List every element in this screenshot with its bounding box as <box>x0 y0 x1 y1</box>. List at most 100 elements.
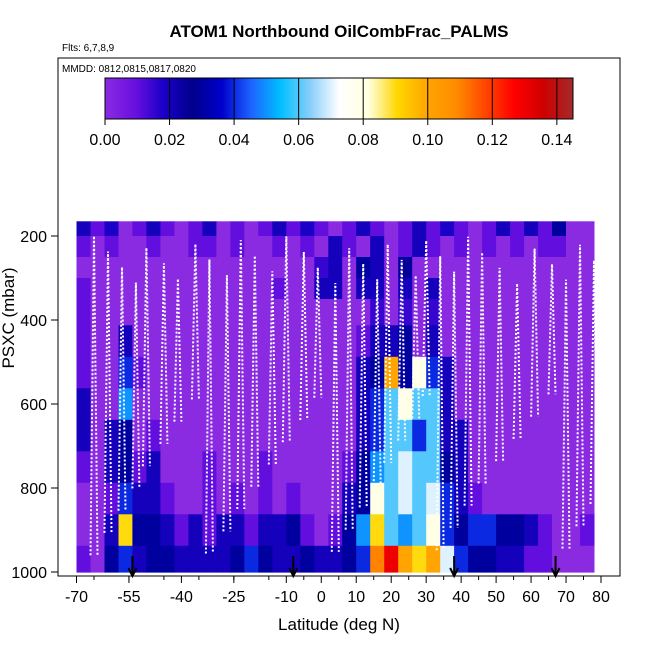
heatmap-cell <box>286 221 301 237</box>
heatmap-cell <box>146 278 161 300</box>
heatmap-cell <box>216 325 231 358</box>
heatmap-cell <box>174 451 189 484</box>
heatmap-cell <box>384 482 399 515</box>
heatmap-cell <box>300 278 315 300</box>
heatmap-cell <box>300 221 315 237</box>
colorbar-tick-label: 0.14 <box>541 132 572 149</box>
chart-title: ATOM1 Northbound OilCombFrac_PALMS <box>169 22 508 41</box>
heatmap-cell <box>510 257 525 279</box>
heatmap-cell <box>342 221 357 237</box>
heatmap-cell <box>104 236 119 258</box>
heatmap-cell <box>482 325 497 358</box>
heatmap-cell <box>398 257 413 279</box>
heatmap-cell <box>328 388 343 421</box>
heatmap-cell <box>426 388 441 421</box>
heatmap-cell <box>272 236 287 258</box>
heatmap-cell <box>300 325 315 358</box>
heatmap-cell <box>76 257 91 279</box>
heatmap-cell <box>342 325 357 358</box>
heatmap-cell <box>230 514 245 547</box>
heatmap-cell <box>90 388 105 421</box>
heatmap-cell <box>76 482 91 515</box>
heatmap-cell <box>146 325 161 358</box>
heatmap-cell <box>160 388 175 421</box>
heatmap-cell <box>202 482 217 515</box>
heatmap-cell <box>118 356 133 389</box>
heatmap-cell <box>426 221 441 237</box>
heatmap-cell <box>524 257 539 279</box>
heatmap-cell <box>440 388 455 421</box>
heatmap-cell <box>454 514 469 547</box>
heatmap-cell <box>426 236 441 258</box>
flight-track <box>313 267 323 398</box>
heatmap-cell <box>524 482 539 515</box>
heatmap-cell <box>398 514 413 547</box>
flight-track <box>344 248 354 530</box>
heatmap-cell <box>426 299 441 326</box>
heatmap-cell <box>202 221 217 237</box>
heatmap-cell <box>538 514 553 547</box>
heatmap-cell <box>300 482 315 515</box>
heatmap-cell <box>328 356 343 389</box>
heatmap-cell <box>398 299 413 326</box>
heatmap-cell <box>272 482 287 515</box>
heatmap-cell <box>286 514 301 547</box>
heatmap-cell <box>76 221 91 237</box>
heatmap-cell <box>90 419 105 452</box>
flight-track <box>372 279 382 486</box>
heatmap-cell <box>202 545 217 573</box>
heatmap-cell <box>188 221 203 237</box>
heatmap-cell <box>230 236 245 258</box>
heatmap-cell <box>426 482 441 515</box>
heatmap-cell <box>286 419 301 452</box>
colorbar-tick-label: 0.12 <box>477 132 508 149</box>
heatmap-cell <box>244 278 259 300</box>
heatmap-cell <box>566 514 581 547</box>
x-tick-label: -25 <box>222 589 245 606</box>
heatmap-cell <box>356 451 371 484</box>
heatmap-cell <box>188 451 203 484</box>
heatmap-cell <box>76 451 91 484</box>
heatmap-cell <box>328 451 343 484</box>
heatmap-cell <box>566 451 581 484</box>
heatmap-cell <box>454 278 469 300</box>
heatmap-cell <box>230 257 245 279</box>
heatmap-cell <box>440 299 455 326</box>
heatmap-cell <box>524 451 539 484</box>
heatmap-cell <box>342 545 357 573</box>
heatmap-cell <box>538 482 553 515</box>
y-tick-label: 800 <box>20 481 47 498</box>
heatmap-cell <box>258 545 273 573</box>
heatmap-cell <box>90 257 105 279</box>
flight-track <box>117 267 127 511</box>
heatmap-cell <box>370 545 385 573</box>
heatmap-cell <box>146 236 161 258</box>
heatmap-cell <box>524 356 539 389</box>
heatmap-cell <box>314 482 329 515</box>
heatmap-cell <box>454 356 469 389</box>
heatmap-cell <box>384 325 399 358</box>
heatmap-cell <box>104 257 119 279</box>
heatmap-cell <box>76 299 91 326</box>
heatmap-cell <box>328 236 343 258</box>
heatmap-cell <box>566 356 581 389</box>
heatmap-cell <box>580 221 595 237</box>
heatmap-cell <box>258 236 273 258</box>
heatmap-cell <box>440 221 455 237</box>
heatmap-cell <box>510 388 525 421</box>
heatmap-cell <box>272 221 287 237</box>
heatmap-cell <box>314 514 329 547</box>
x-axis: -70 -55 -40 -25 -10 0 10 20 30 40 50 60 70 80 <box>65 576 610 606</box>
heatmap-cell <box>370 325 385 358</box>
heatmap-cell <box>160 221 175 237</box>
heatmap-cell <box>580 257 595 279</box>
heatmap-cell <box>384 356 399 389</box>
heatmap-cell <box>90 236 105 258</box>
heatmap-cell <box>496 257 511 279</box>
heatmap-cell <box>538 278 553 300</box>
heatmap-cell <box>440 236 455 258</box>
heatmap-cell <box>426 419 441 452</box>
heatmap-cell <box>286 356 301 389</box>
heatmap-cell <box>454 325 469 358</box>
